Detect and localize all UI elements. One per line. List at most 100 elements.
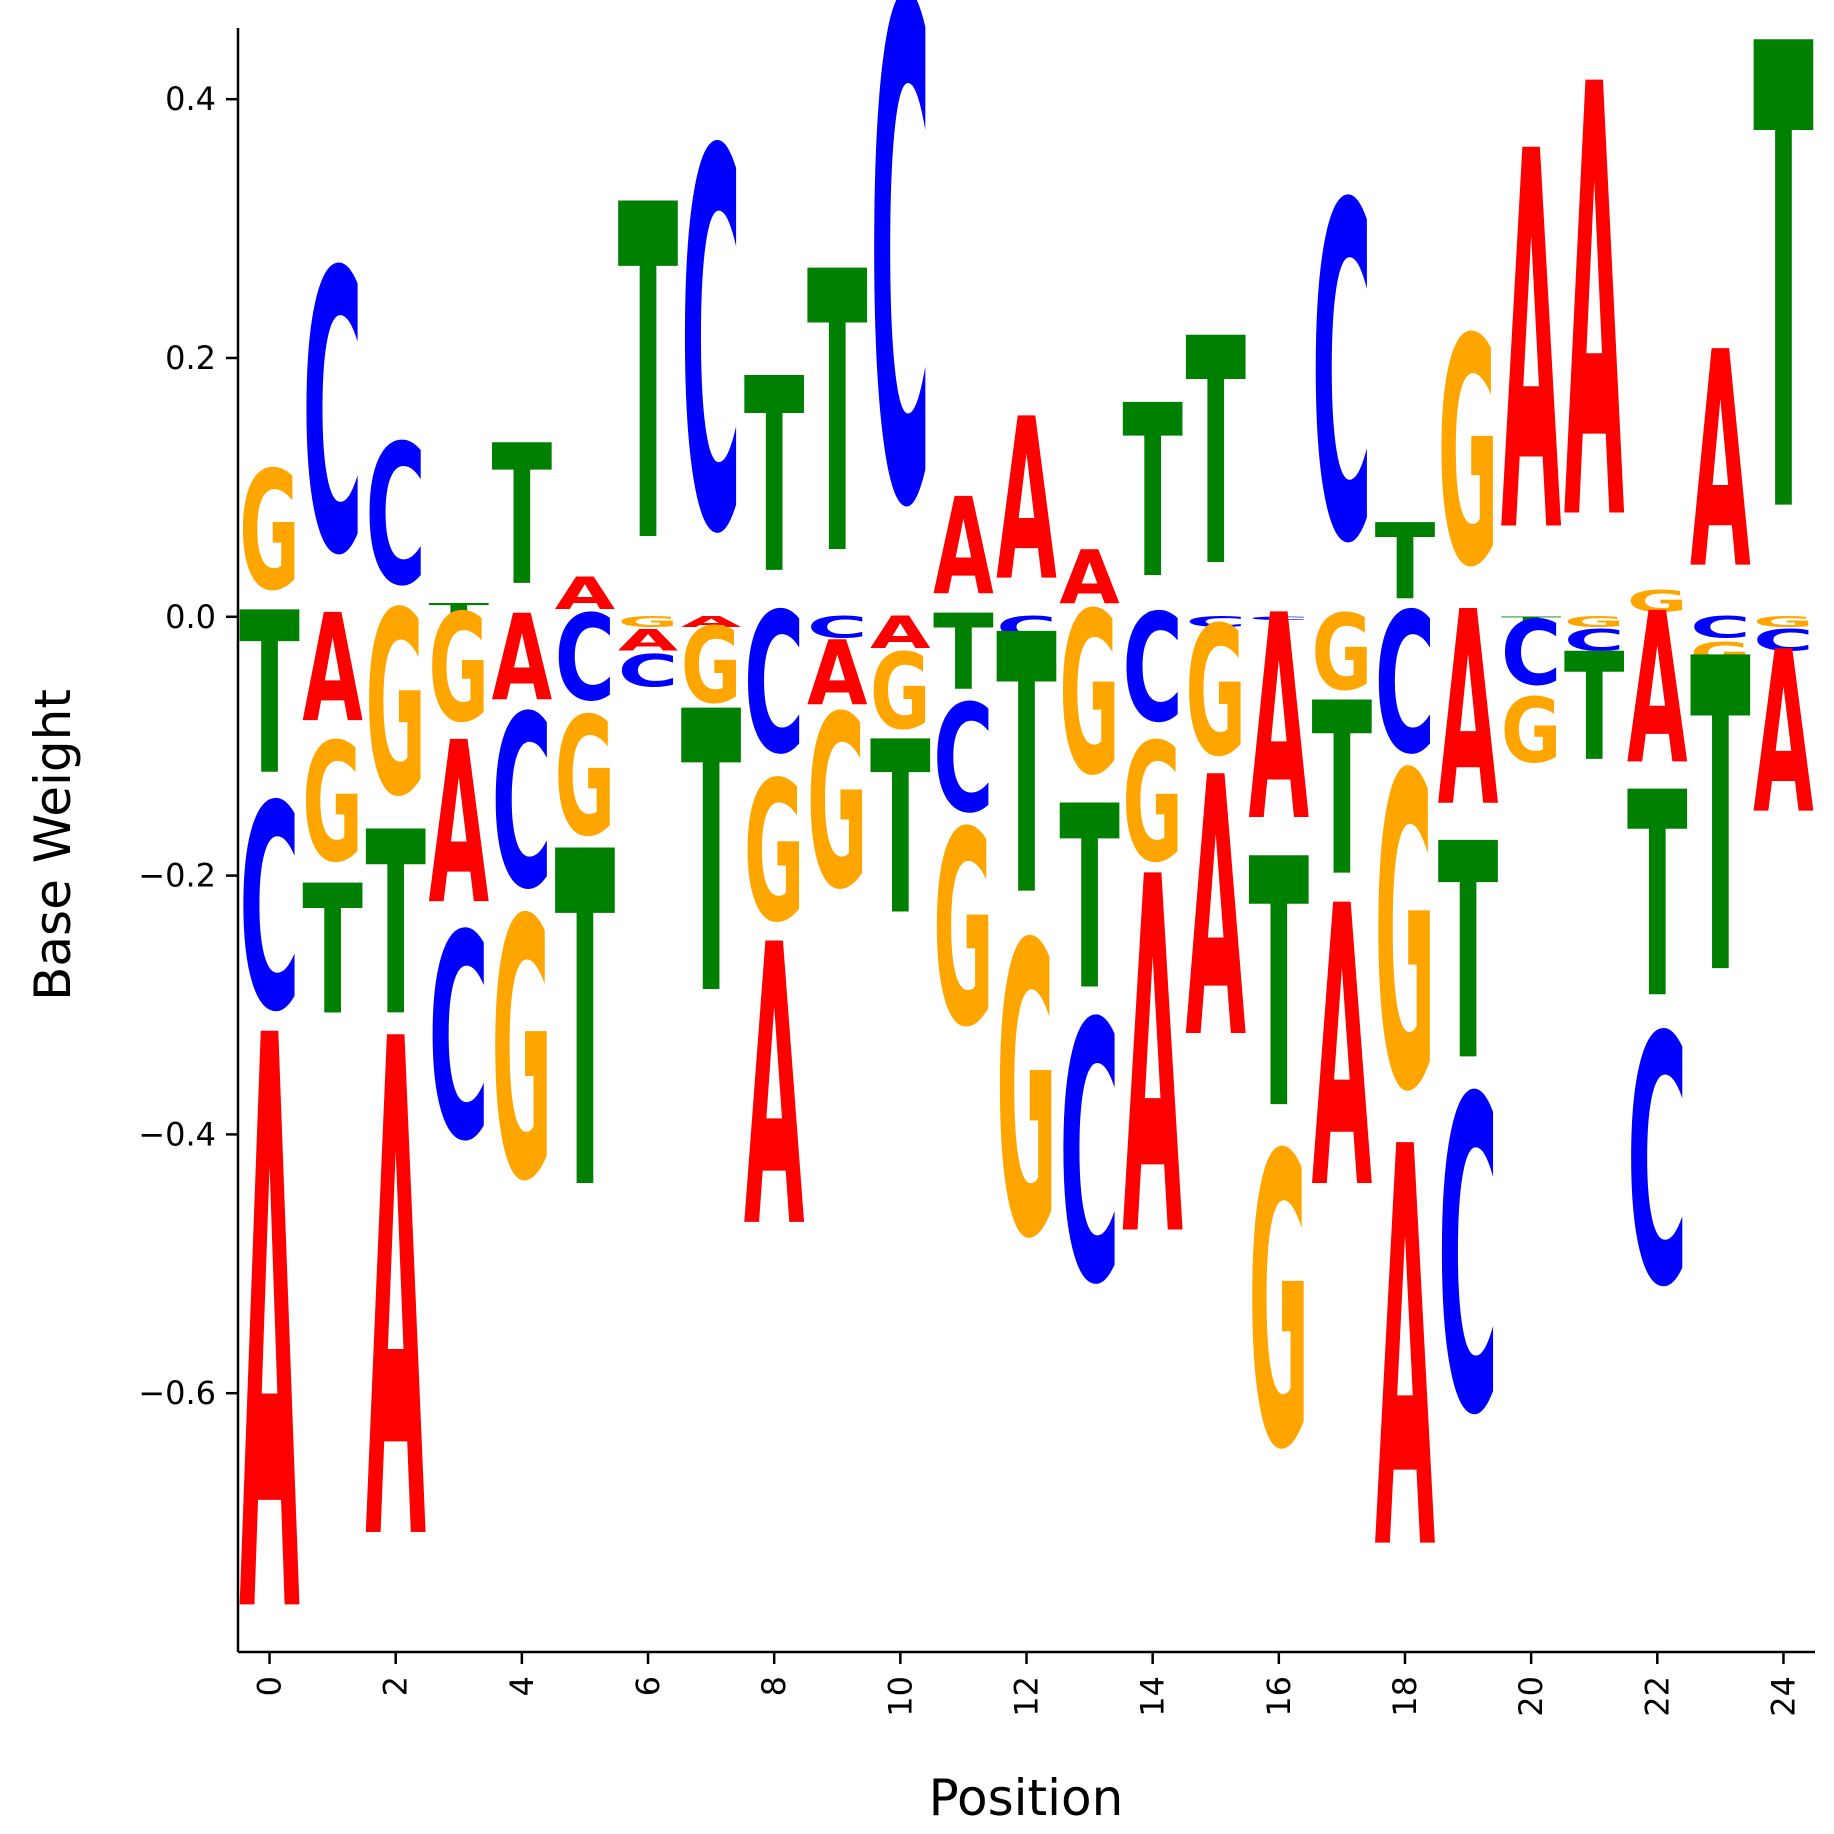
logo-glyph-T: T: [365, 778, 426, 1073]
x-tick-label: 20: [1512, 1676, 1550, 1717]
logo-glyph-C: C: [1312, 109, 1373, 645]
logo-glyph-A: A: [492, 590, 553, 728]
logo-glyph-T: T: [1375, 502, 1436, 624]
logo-glyph-G: G: [933, 776, 994, 1087]
logo-glyph-G: G: [1438, 274, 1499, 636]
logo-glyph-G: G: [429, 582, 490, 756]
logo-glyph-T: T: [492, 406, 553, 630]
logo-glyph-C: C: [1249, 616, 1310, 621]
x-tick-label: 16: [1260, 1676, 1298, 1717]
logo-glyph-A: A: [365, 898, 426, 1693]
x-tick-label: 14: [1134, 1676, 1172, 1717]
logo-glyph-C: C: [618, 645, 679, 697]
logo-glyph-C: C: [1122, 584, 1183, 756]
logo-glyph-A: A: [1375, 1033, 1436, 1673]
y-tick-label: −0.2: [138, 857, 216, 895]
x-tick-label: 4: [503, 1676, 541, 1696]
logo-glyph-G: G: [618, 613, 679, 630]
y-tick-label: 0.0: [165, 598, 216, 636]
logo-glyph-A: A: [807, 622, 868, 726]
logo-glyph-T: T: [1501, 615, 1562, 622]
logo-glyph-T: T: [1312, 654, 1373, 930]
x-axis-ticks: 0 2 4 6 8 10 12 14 16 18 20 22 24: [251, 1652, 1802, 1717]
x-tick-label: 10: [881, 1676, 919, 1717]
logo-glyph-G: G: [302, 708, 363, 899]
logo-glyph-G: G: [1753, 613, 1814, 630]
logo-glyph-T: T: [933, 592, 994, 714]
y-tick-label: 0.4: [165, 80, 216, 118]
logo-glyph-C: C: [933, 675, 994, 847]
logo-glyph-G: G: [1185, 589, 1246, 797]
logo-glyph-A: A: [1564, 0, 1625, 653]
y-axis-title: Base Weight: [24, 689, 82, 1001]
logo-glyph-A: A: [1438, 556, 1499, 867]
logo-glyph-T: T: [870, 693, 931, 969]
logo-glyph-A: A: [1185, 703, 1246, 1117]
axes: −0.6−0.4−0.20.00.20.4 0 2 4 6 8 10 12 14 16 18 20 2…: [138, 28, 1815, 1717]
logo-glyph-G: G: [1627, 585, 1688, 619]
logo-glyph-T: T: [1185, 274, 1246, 637]
logo-glyph-T: T: [429, 601, 490, 618]
y-tick-label: −0.4: [138, 1115, 216, 1153]
logo-glyph-A: A: [618, 623, 679, 658]
logo-glyph-T: T: [618, 110, 679, 646]
logo-glyph-T: T: [1753, 0, 1814, 656]
logo-glyph-C: C: [1185, 613, 1246, 630]
logo-glyph-T: T: [302, 848, 363, 1056]
logo-glyph-T: T: [1122, 356, 1183, 632]
x-tick-label: 24: [1764, 1676, 1802, 1717]
logo-glyph-G: G: [555, 682, 616, 873]
logo-glyph-A: A: [302, 582, 363, 755]
logo-glyph-T: T: [1438, 781, 1499, 1127]
logo-glyph-C: C: [1438, 1010, 1499, 1511]
logo-glyph-T: T: [555, 757, 616, 1293]
logo-glyph-C: C: [1375, 573, 1436, 798]
logo-glyph-C: C: [1501, 602, 1562, 706]
logo-glyph-G: G: [681, 606, 742, 727]
x-tick-label: 0: [251, 1676, 289, 1696]
logo-glyph-C: C: [1753, 623, 1814, 658]
logo-glyph-A: A: [933, 469, 994, 625]
logo-glyph-C: C: [302, 191, 363, 640]
logo-glyph-G: G: [1690, 636, 1751, 670]
logo-glyph-A: A: [744, 864, 805, 1313]
logo-glyph-C: C: [1564, 623, 1625, 658]
logo-glyph-G: G: [1059, 566, 1120, 825]
logo-glyph-G: G: [807, 667, 868, 943]
x-tick-label: 2: [377, 1676, 415, 1696]
logo-glyph-T: T: [239, 566, 300, 825]
logo-glyph-T: T: [807, 192, 868, 641]
logo-glyph-T: T: [1564, 621, 1625, 795]
logo-glyph-C: C: [996, 610, 1057, 645]
logo-glyph-A: A: [1501, 43, 1562, 649]
logo-glyph-A: A: [1059, 535, 1120, 622]
logo-glyph-C: C: [870, 0, 931, 658]
logo-glyph-G: G: [239, 436, 300, 627]
logo-glyph-C: C: [681, 44, 742, 649]
logo-glyphs: GTCACAGTCGTATGACTACGACGTTGACCAGTTCGATCAG…: [239, 0, 1814, 1790]
logo-glyph-T: T: [744, 322, 805, 633]
logo-glyph-A: A: [1312, 825, 1373, 1274]
x-axis-title: Position: [929, 1769, 1124, 1827]
y-tick-label: −0.6: [138, 1374, 216, 1412]
y-axis-ticks: −0.6 −0.4 −0.2 0.0 0.2 0.4: [138, 80, 238, 1412]
logo-glyph-C: C: [239, 747, 300, 1075]
x-tick-label: 12: [1008, 1676, 1046, 1717]
logo-glyph-G: G: [1312, 593, 1373, 714]
logo-glyph-T: T: [681, 632, 742, 1081]
logo-glyph-C: C: [429, 876, 490, 1204]
logo-glyph-A: A: [1690, 290, 1751, 636]
logo-glyph-G: G: [1564, 613, 1625, 630]
logo-glyph-C: C: [1690, 610, 1751, 645]
logo-glyph-T: T: [1249, 787, 1310, 1185]
x-tick-label: 6: [629, 1676, 667, 1696]
logo-glyph-G: G: [492, 844, 553, 1259]
logo-glyph-C: C: [1627, 964, 1688, 1363]
logo-glyph-C: C: [365, 405, 426, 630]
logo-glyph-A: A: [239, 874, 300, 1790]
logo-glyph-A: A: [1249, 555, 1310, 883]
logo-glyph-T: T: [996, 561, 1057, 975]
logo-glyph-G: G: [1122, 708, 1183, 899]
logo-glyph-C: C: [1059, 948, 1120, 1363]
